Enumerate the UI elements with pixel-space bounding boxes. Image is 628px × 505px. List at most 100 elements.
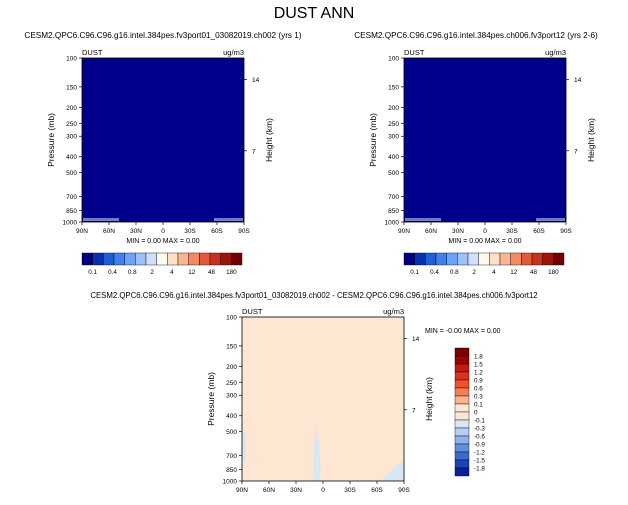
- colorbar-swatch: [454, 443, 470, 453]
- colorbar-swatch: [103, 252, 115, 266]
- colorbar-swatch: [478, 252, 490, 266]
- y-tick-label: 200: [226, 364, 237, 371]
- colorbar-swatch: [467, 252, 479, 266]
- panel-field-label: DUST: [242, 307, 263, 316]
- y-axis-title: Pressure (mb): [206, 372, 216, 426]
- y-tick-label: 700: [388, 194, 399, 201]
- y-tick-label: 200: [66, 105, 77, 112]
- colorbar-swatch: [454, 395, 470, 405]
- surface-patch: [405, 218, 441, 221]
- colorbar-swatch: [454, 435, 470, 445]
- colorbar-label: 1.5: [474, 361, 483, 368]
- colorbar-swatch: [457, 252, 469, 266]
- colorbar-swatch: [92, 252, 104, 266]
- panel-title: CESM2.QPC6.C96.C96.g16.intel.384pes.fv3p…: [90, 291, 537, 300]
- x-tick-label: 60N: [263, 487, 275, 494]
- panel-units-label: ug/m3: [545, 48, 566, 57]
- colorbar-swatch: [156, 252, 168, 266]
- colorbar-swatch: [199, 252, 211, 266]
- colorbar-label: -0.9: [474, 441, 485, 448]
- panel-3: CESM2.QPC6.C96.C96.g16.intel.384pes.fv3p…: [90, 291, 537, 494]
- colorbar-label: 0.4: [108, 269, 117, 276]
- y-tick-label: 250: [388, 121, 399, 128]
- y-tick-label: 700: [226, 453, 237, 460]
- colorbar-diff: 1.81.51.20.90.60.30.10-0.1-0.3-0.6-0.9-1…: [454, 347, 485, 477]
- colorbar-swatch: [220, 252, 232, 266]
- colorbar-swatch: [454, 347, 470, 357]
- y2-tick-label: 7: [574, 148, 578, 155]
- x-tick-label: 60S: [211, 228, 223, 235]
- y2-tick-label: 7: [252, 148, 256, 155]
- surface-patch: [536, 218, 565, 221]
- field-fill: [404, 58, 566, 222]
- colorbar-label: -0.3: [474, 425, 485, 432]
- colorbar-swatch: [113, 252, 125, 266]
- colorbar-swatch: [531, 252, 543, 266]
- colorbar-label: 48: [530, 269, 538, 276]
- field-fill: [242, 317, 404, 481]
- colorbar-swatch: [231, 252, 243, 266]
- colorbar-swatch: [145, 252, 157, 266]
- y-tick-label: 850: [226, 467, 237, 474]
- colorbar-label: -0.1: [474, 417, 485, 424]
- colorbar-label: 4: [170, 269, 174, 276]
- colorbar-swatch: [454, 427, 470, 437]
- colorbar-label: 4: [492, 269, 496, 276]
- y-tick-label: 300: [226, 393, 237, 400]
- y-axis-title: Pressure (mb): [46, 113, 56, 167]
- y-tick-label: 100: [388, 56, 399, 63]
- colorbar-swatch: [454, 363, 470, 373]
- colorbar-label: 1.2: [474, 369, 483, 376]
- colorbar-swatch: [209, 252, 221, 266]
- y-tick-label: 850: [388, 208, 399, 215]
- y-tick-label: 500: [226, 429, 237, 436]
- x-tick-label: 60S: [533, 228, 545, 235]
- colorbar-swatch: [167, 252, 179, 266]
- colorbar-2: 0.1 0.4 0.8 2 4 12 48 180: [403, 252, 565, 276]
- x-tick-label: 90S: [238, 228, 250, 235]
- colorbar-swatch: [510, 252, 522, 266]
- panel-1: CESM2.QPC6.C96.C96.g16.intel.384pes.fv3p…: [24, 31, 301, 245]
- y-tick-label: 1000: [223, 479, 238, 486]
- x-tick-label: 30S: [506, 228, 518, 235]
- panel-field-label: DUST: [82, 48, 103, 57]
- colorbar-swatch: [403, 252, 415, 266]
- colorbar-swatch: [454, 355, 470, 365]
- y-tick-label: 700: [66, 194, 77, 201]
- x-tick-label: 90N: [236, 487, 248, 494]
- y-tick-label: 500: [388, 170, 399, 177]
- y2-tick-label: 7: [412, 407, 416, 414]
- colorbar-swatch: [414, 252, 426, 266]
- y2-axis-title: Height (km): [264, 118, 274, 162]
- y2-tick-label: 14: [574, 77, 582, 84]
- panels: CESM2.QPC6.C96.C96.g16.intel.384pes.fv3p…: [24, 31, 598, 494]
- y-tick-label: 400: [226, 413, 237, 420]
- colorbar-swatch: [542, 252, 554, 266]
- y2-axis-title: Height (km): [424, 377, 434, 421]
- colorbar-label: 0.8: [128, 269, 137, 276]
- colorbar-label: 12: [510, 269, 518, 276]
- colorbar-swatch: [454, 403, 470, 413]
- y-tick-label: 150: [66, 84, 77, 91]
- colorbar-label: 12: [188, 269, 196, 276]
- surface-patch: [214, 218, 243, 221]
- colorbar-label: 0.8: [450, 269, 459, 276]
- colorbar-swatch: [135, 252, 147, 266]
- colorbar-label: 180: [226, 269, 237, 276]
- colorbar-label: 0.1: [474, 401, 483, 408]
- field-fill: [82, 58, 244, 222]
- y-tick-label: 250: [226, 380, 237, 387]
- colorbar-label: 0.1: [88, 269, 97, 276]
- y-tick-label: 300: [66, 134, 77, 141]
- colorbar-swatch: [553, 252, 565, 266]
- surface-patch: [83, 218, 119, 221]
- panel-units-label: ug/m3: [383, 307, 404, 316]
- colorbar-label: 1.8: [474, 353, 483, 360]
- x-tick-label: 90S: [398, 487, 410, 494]
- negative-contour: [313, 427, 321, 481]
- x-tick-label: 0: [483, 228, 487, 235]
- colorbar-label: -1.8: [474, 465, 485, 472]
- x-tick-label: 60N: [103, 228, 115, 235]
- panel-field-label: DUST: [404, 48, 425, 57]
